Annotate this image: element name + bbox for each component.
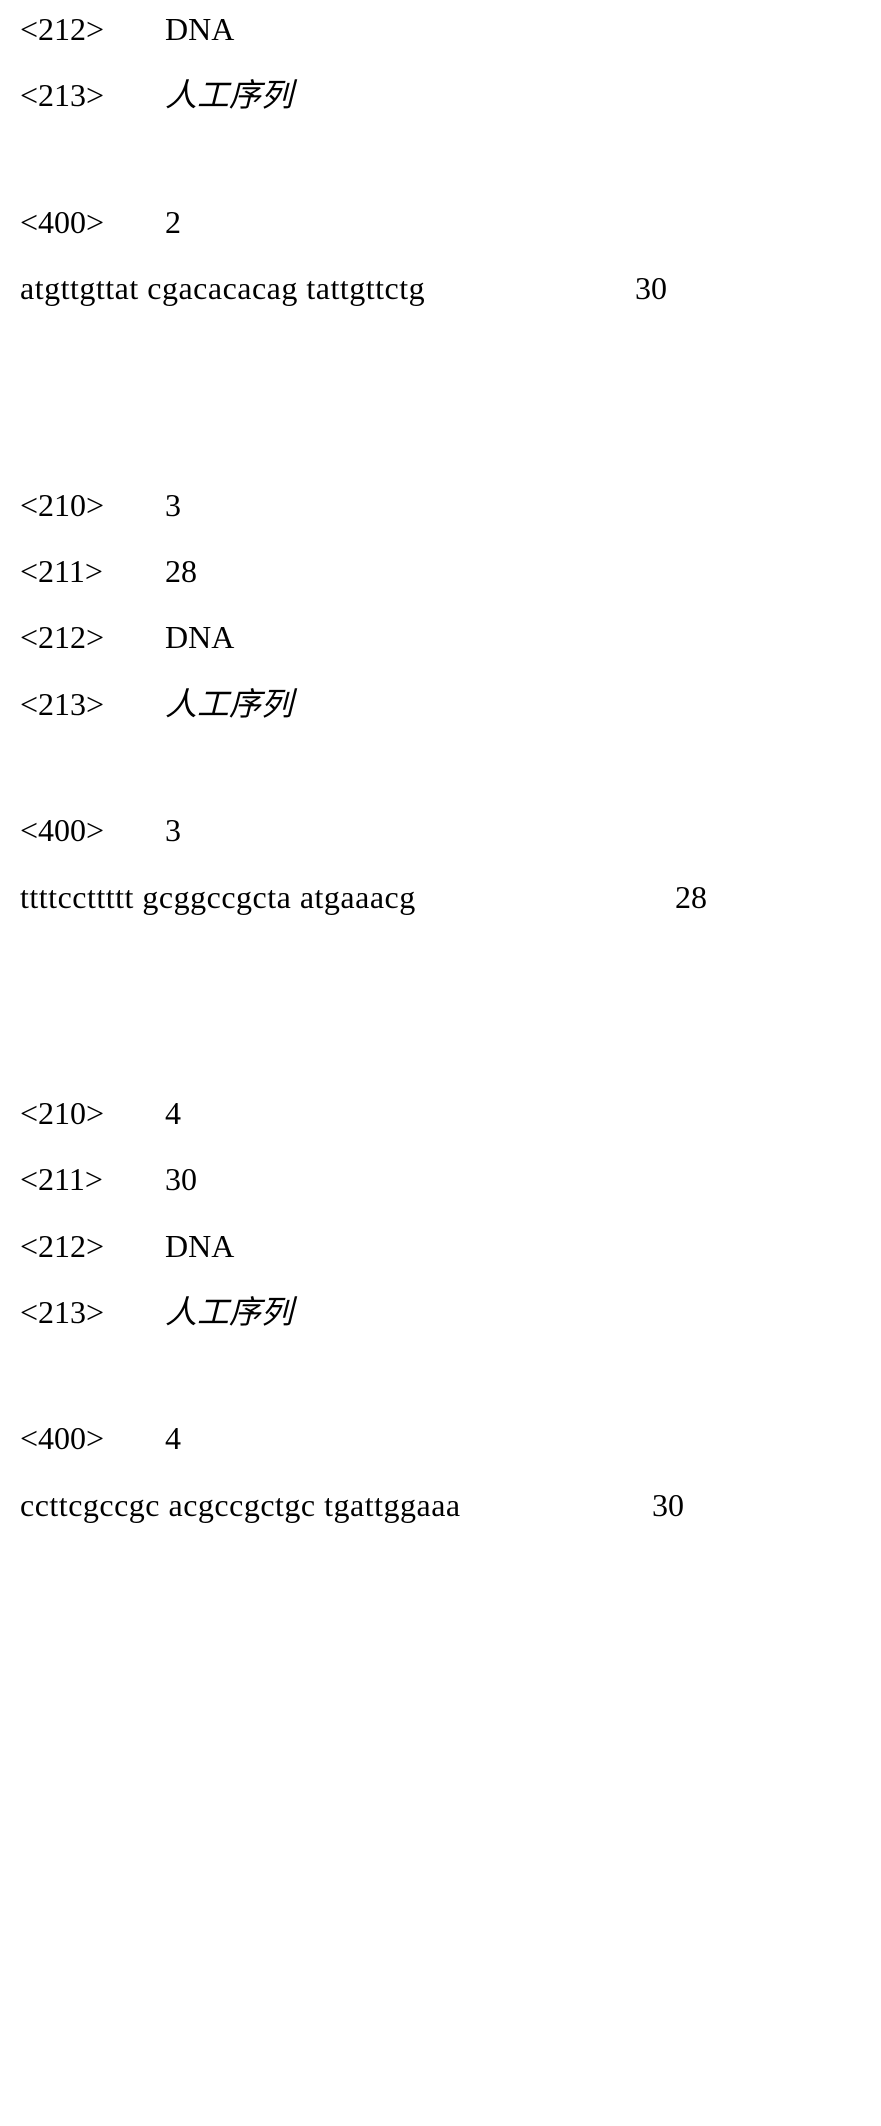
tag-value: 30 — [165, 1160, 197, 1198]
tag-label: <210> — [20, 486, 165, 524]
tag-value: 人工序列 — [165, 1293, 293, 1331]
sequence-header: <400>2 — [20, 203, 861, 241]
sequence-text: atgttgttat cgacacacag tattgttctg — [20, 269, 425, 307]
tag-value: 4 — [165, 1094, 181, 1132]
tag-value: DNA — [165, 618, 234, 656]
tag-value: 28 — [165, 552, 197, 590]
tag-line: <213>人工序列 — [20, 685, 861, 723]
spacer — [20, 336, 861, 486]
tag-label: <213> — [20, 1293, 165, 1331]
tag-value: DNA — [165, 1227, 234, 1265]
tag-line: <211>28 — [20, 552, 861, 590]
sequence-line: ccttcgccgc acgccgctgc tgattggaaa 30 — [20, 1486, 861, 1524]
spacer — [20, 1359, 861, 1419]
tag-line: <213>人工序列 — [20, 1293, 861, 1331]
seq-header-label: <400> — [20, 811, 165, 849]
sequence-header: <400>3 — [20, 811, 861, 849]
sequence-text: ttttccttttt gcggccgcta atgaaacg — [20, 878, 416, 916]
tag-line: <210>3 — [20, 486, 861, 524]
tag-value: 人工序列 — [165, 685, 293, 723]
spacer — [20, 143, 861, 203]
seq-header-value: 4 — [165, 1419, 181, 1457]
tag-label: <212> — [20, 1227, 165, 1265]
seq-header-label: <400> — [20, 203, 165, 241]
sequence-header: <400>4 — [20, 1419, 861, 1457]
tag-label: <211> — [20, 1160, 165, 1198]
seq-header-value: 2 — [165, 203, 181, 241]
sequence-count: 30 — [652, 1486, 684, 1524]
sequence-entry-0: <212>DNA<213>人工序列<400>2atgttgttat cgacac… — [20, 10, 861, 486]
tag-label: <213> — [20, 685, 165, 723]
sequence-text: ccttcgccgc acgccgctgc tgattggaaa — [20, 1486, 461, 1524]
tag-label: <211> — [20, 552, 165, 590]
sequence-count: 30 — [635, 269, 667, 307]
tag-value: 人工序列 — [165, 76, 293, 114]
seq-header-label: <400> — [20, 1419, 165, 1457]
tag-line: <211>30 — [20, 1160, 861, 1198]
tag-value: DNA — [165, 10, 234, 48]
tag-label: <212> — [20, 10, 165, 48]
spacer — [20, 751, 861, 811]
sequence-line: atgttgttat cgacacacag tattgttctg 30 — [20, 269, 861, 307]
sequence-count: 28 — [675, 878, 707, 916]
tag-line: <212>DNA — [20, 1227, 861, 1265]
tag-label: <212> — [20, 618, 165, 656]
sequence-entry-2: <210>4<211>30<212>DNA<213>人工序列<400>4cctt… — [20, 1094, 861, 1524]
spacer — [20, 944, 861, 1094]
sequence-line: ttttccttttt gcggccgcta atgaaacg 28 — [20, 878, 861, 916]
tag-line: <210>4 — [20, 1094, 861, 1132]
tag-label: <210> — [20, 1094, 165, 1132]
sequence-entry-1: <210>3<211>28<212>DNA<213>人工序列<400>3tttt… — [20, 486, 861, 1094]
seq-header-value: 3 — [165, 811, 181, 849]
tag-value: 3 — [165, 486, 181, 524]
tag-line: <213>人工序列 — [20, 76, 861, 114]
tag-line: <212>DNA — [20, 10, 861, 48]
tag-line: <212>DNA — [20, 618, 861, 656]
tag-label: <213> — [20, 76, 165, 114]
